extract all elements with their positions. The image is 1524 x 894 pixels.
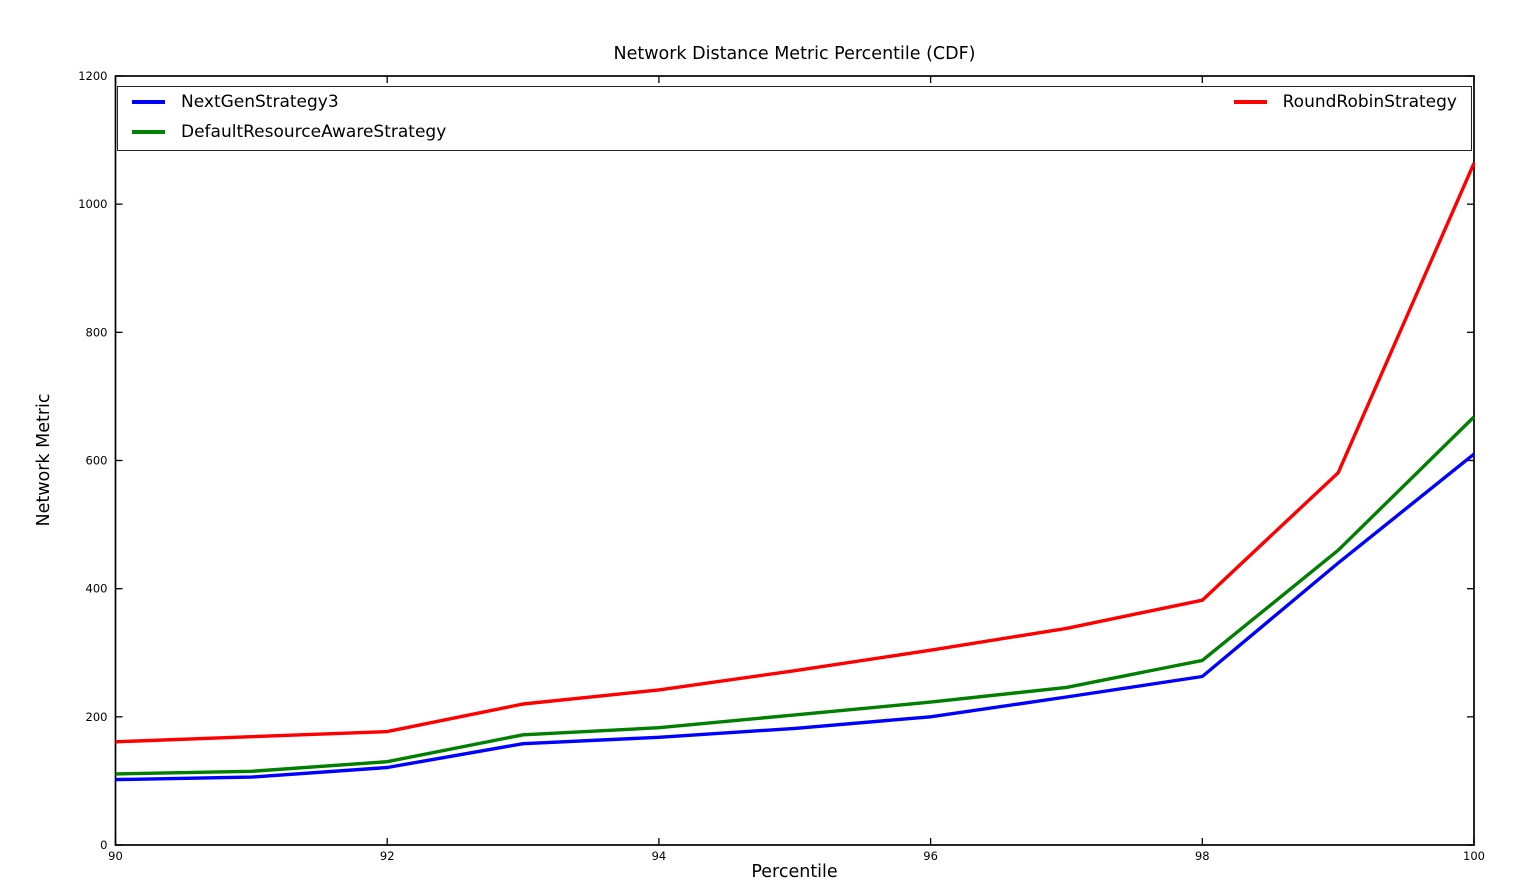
legend-line-swatch [132,130,165,134]
x-axis-label: Percentile [751,862,838,882]
x-tick-label: 90 [108,849,123,863]
y-tick-label: 1000 [78,197,107,211]
x-tick-label: 94 [652,849,667,863]
series-line-DefaultResourceAwareStrategy [115,415,1476,776]
x-tick-label: 96 [923,849,938,863]
legend-label: RoundRobinStrategy [1282,92,1457,112]
legend: NextGenStrategy3 DefaultResourceAwareStra… [117,86,1472,151]
legend-label: DefaultResourceAwareStrategy [181,122,447,142]
legend-entry-RoundRobinStrategy: RoundRobinStrategy [1220,87,1471,117]
y-tick-label: 600 [86,454,108,468]
legend-line-swatch [132,100,165,104]
legend-column-left: NextGenStrategy3 DefaultResourceAwareStra… [118,87,460,147]
y-tick-label: 0 [100,838,107,852]
legend-column-right: RoundRobinStrategy [1220,87,1471,117]
y-tick-label: 200 [86,710,108,724]
series-line-NextGenStrategy3 [115,452,1476,782]
legend-label: NextGenStrategy3 [181,92,339,112]
x-tick-label: 92 [380,849,395,863]
legend-entry-DefaultResourceAwareStrategy: DefaultResourceAwareStrategy [118,117,460,147]
y-tick-label: 400 [86,582,108,596]
y-tick-label: 1200 [78,69,107,83]
chart-title: Network Distance Metric Percentile (CDF) [613,44,976,64]
legend-entry-NextGenStrategy3: NextGenStrategy3 [118,87,460,117]
legend-line-swatch [1233,100,1267,104]
x-tick-label: 100 [1463,849,1485,863]
y-tick-label: 800 [86,325,108,339]
x-tick-label: 98 [1195,849,1210,863]
series-line-RoundRobinStrategy [115,162,1476,744]
